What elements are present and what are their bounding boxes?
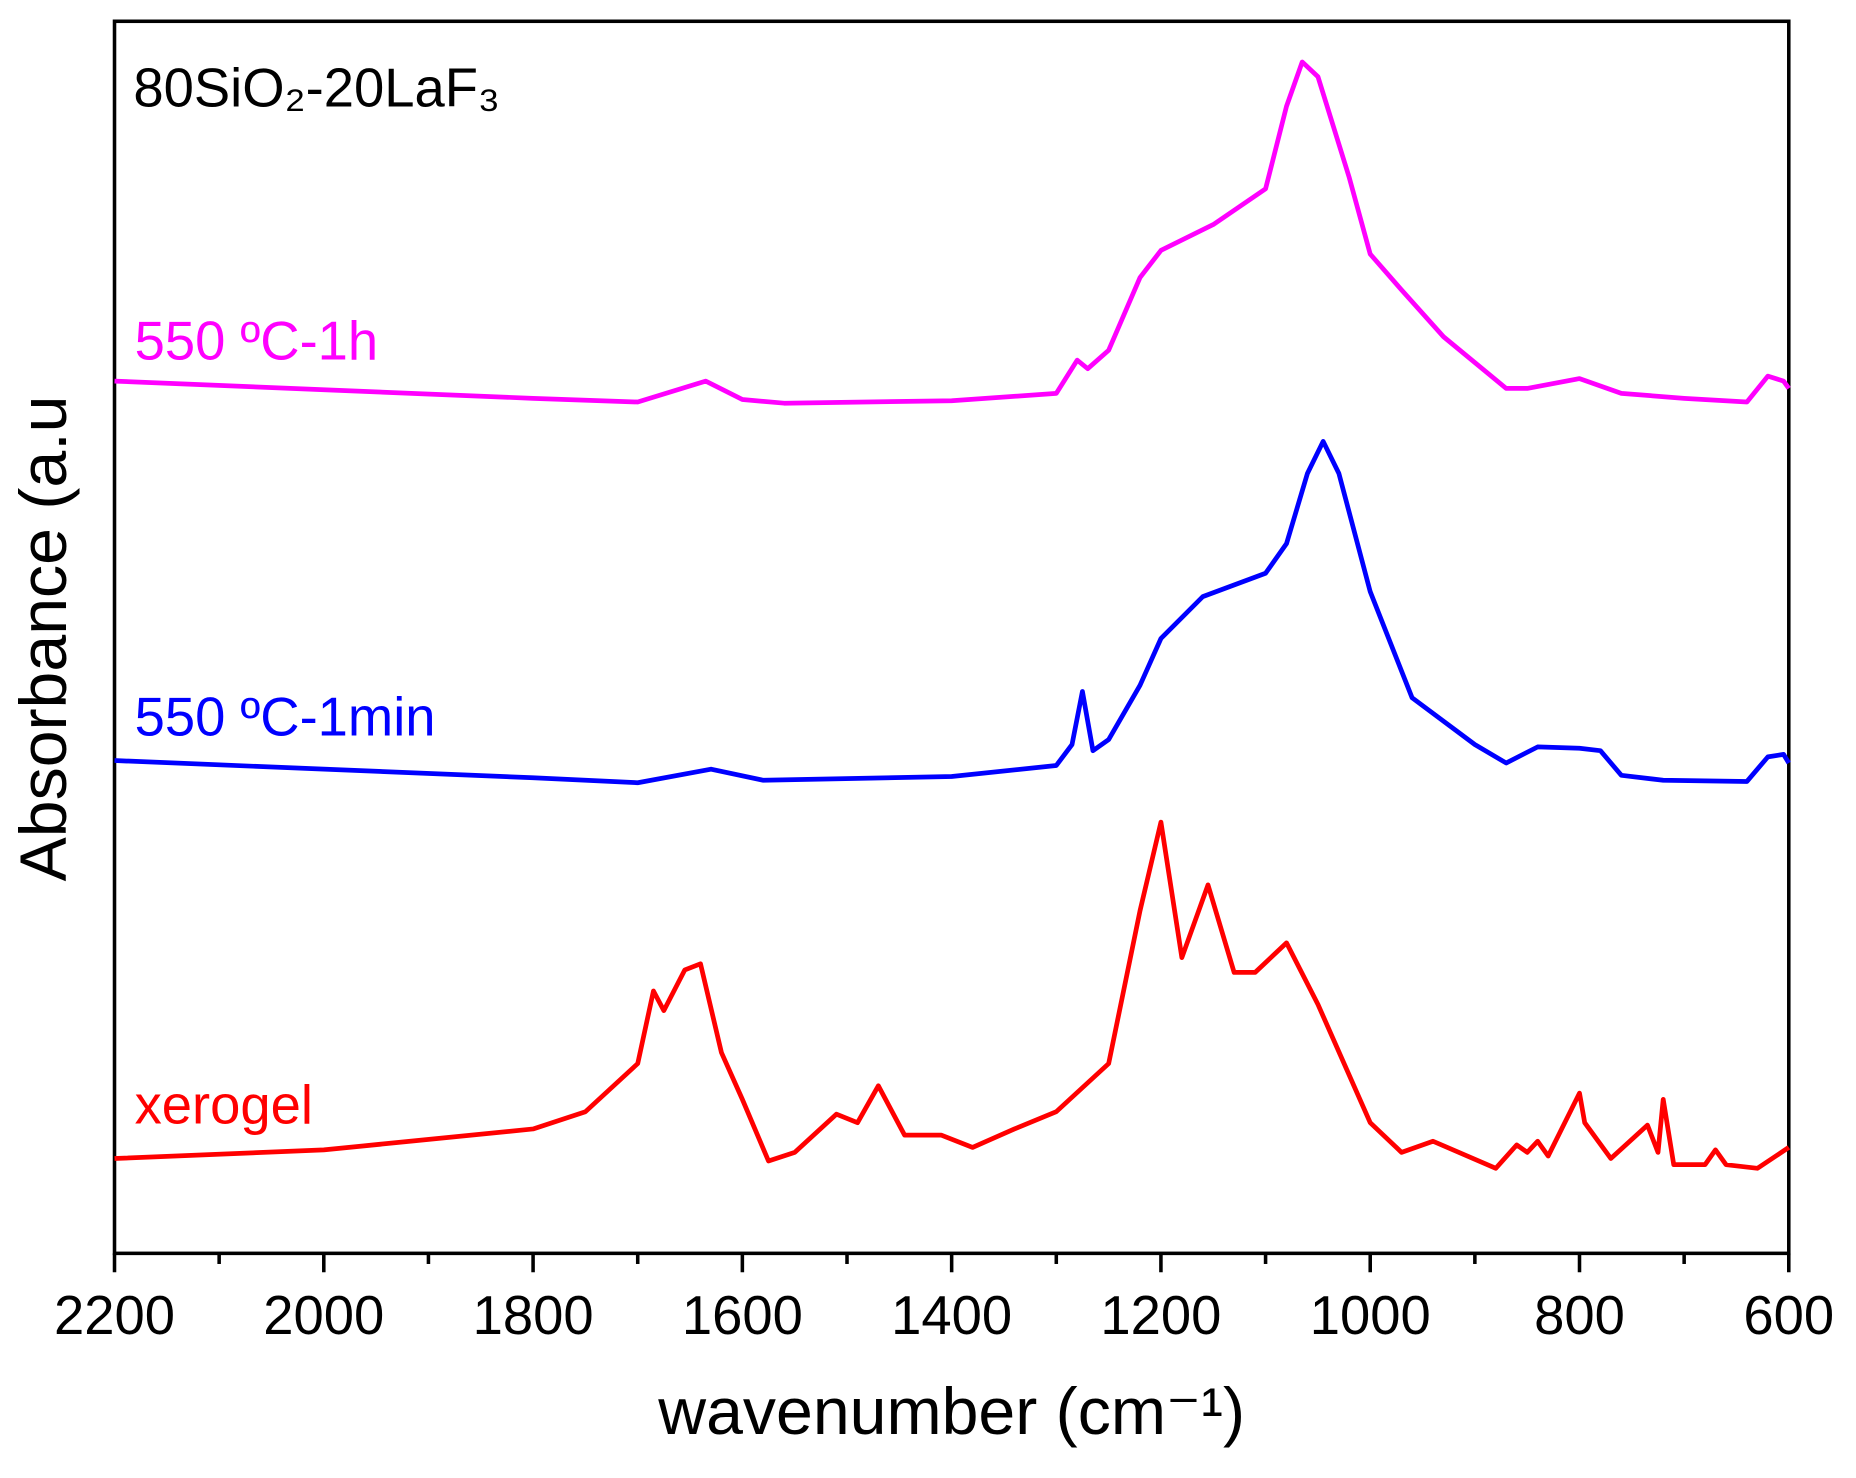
chart-title: 80SiO₂-20LaF₃	[133, 58, 500, 119]
x-tick-label: 1000	[1310, 1285, 1431, 1346]
x-axis-label: wavenumber (cm⁻¹)	[657, 1375, 1245, 1449]
x-tick-label: 1800	[473, 1285, 594, 1346]
spectrum-line	[114, 819, 1791, 1171]
x-tick-label: 1400	[891, 1285, 1012, 1346]
series-label: 550 ºC-1h	[135, 311, 379, 372]
x-tick-label: 2000	[263, 1285, 384, 1346]
y-axis-label: Absorbance (a.u	[7, 396, 81, 882]
spectrum-line	[114, 59, 1791, 406]
x-tick-label: 1600	[682, 1285, 803, 1346]
series-label: xerogel	[135, 1074, 313, 1135]
series-label: 550 ºC-1min	[135, 687, 436, 748]
x-tick-label: 2200	[54, 1285, 175, 1346]
x-tick-label: 1200	[1100, 1285, 1221, 1346]
x-tick-label: 800	[1534, 1285, 1625, 1346]
plot-frame	[112, 19, 1791, 1256]
spectrum-line	[114, 439, 1791, 786]
x-tick-label: 600	[1743, 1285, 1834, 1346]
